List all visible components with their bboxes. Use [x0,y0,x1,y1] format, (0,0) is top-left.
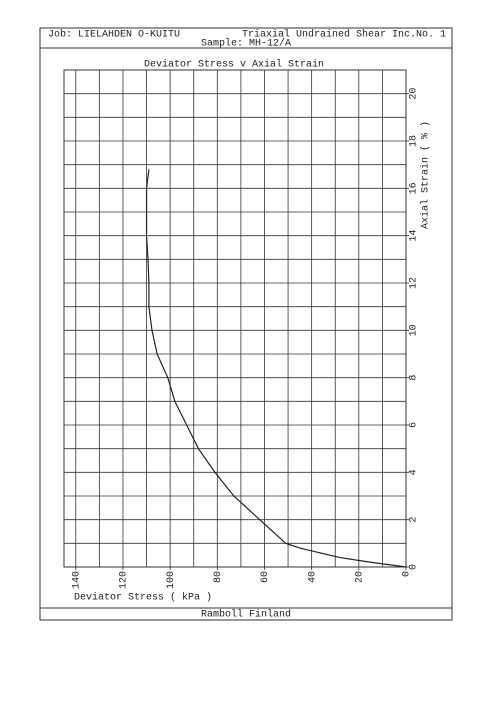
y-axis-label: Axial Strain ( % ) [420,121,432,229]
plot-frame [63,69,407,568]
stress-strain-curve [145,169,407,568]
y-tick-label: 0 [409,564,420,570]
y-tick-label: 16 [409,182,420,194]
test-label: Triaxial Undrained Shear Inc.No. 1 [242,29,446,41]
footer-label: Ramboll Finland [201,609,291,621]
y-tick-label: 2 [409,517,420,523]
job-label: Job: LIELAHDEN O-KUITU [48,29,180,41]
y-tick-label: 12 [409,277,420,289]
y-tick-label: 20 [409,88,420,100]
y-tick-label: 4 [409,469,420,475]
y-tick-label: 14 [409,230,420,242]
x-tick-label: 20 [354,571,365,583]
x-tick-label: 0 [402,571,413,577]
page-frame [39,27,453,621]
x-tick-label: 140 [71,571,82,589]
sample-label: Sample: MH-12/A [201,38,291,50]
x-axis-label: Deviator Stress ( kPa ) [74,592,212,604]
y-tick-label: 10 [409,324,420,336]
x-tick-label: 100 [166,571,177,589]
x-tick-label: 40 [307,571,318,583]
chart-title: Deviator Stress v Axial Strain [144,59,324,71]
x-tick-label: 120 [119,571,130,589]
y-tick-label: 8 [409,375,420,381]
x-tick-label: 60 [260,571,271,583]
y-tick-label: 18 [409,135,420,147]
y-tick-label: 6 [409,422,420,428]
x-tick-label: 80 [213,571,224,583]
